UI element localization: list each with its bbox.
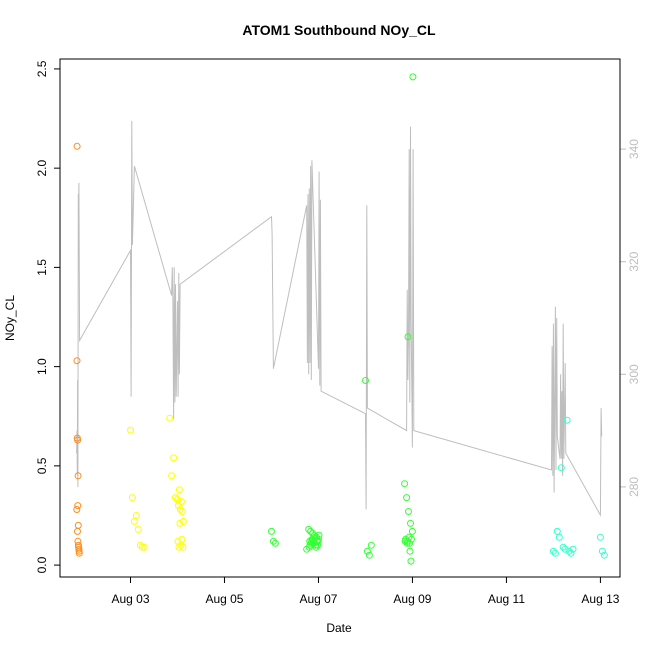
y2-tick-label: 280 <box>627 477 641 497</box>
x-tick-label: Aug 07 <box>299 592 337 606</box>
data-point-s1 <box>175 502 182 510</box>
data-point-s3 <box>569 545 577 553</box>
data-point-s3 <box>557 464 565 472</box>
data-point-s1 <box>172 494 179 502</box>
data-point-s3 <box>555 533 563 541</box>
data-point-s2 <box>401 537 409 545</box>
data-point-s3 <box>559 543 567 551</box>
y2-tick-label: 300 <box>627 364 641 384</box>
data-point-s3 <box>600 551 608 559</box>
secondary-line-layer <box>76 120 603 517</box>
data-point-s2 <box>269 537 277 545</box>
data-point-s2 <box>305 525 313 533</box>
data-point-s0 <box>74 436 82 444</box>
data-point-s0 <box>73 357 81 365</box>
y2-tick-label: 320 <box>627 251 641 271</box>
data-point-s3 <box>563 416 571 424</box>
data-point-s2 <box>406 547 414 555</box>
y-tick-label: 1.5 <box>35 259 49 276</box>
data-point-s1 <box>176 506 184 513</box>
chart-title: ATOM1 Southbound NOy_CL <box>242 22 436 38</box>
data-point-s2 <box>367 541 375 549</box>
data-point-s0 <box>74 472 82 480</box>
data-point-s3 <box>565 547 573 555</box>
data-point-s2 <box>314 541 321 549</box>
data-point-s3 <box>596 533 604 541</box>
x-tick-label: Aug 13 <box>581 592 619 606</box>
data-point-s3 <box>567 549 575 557</box>
data-point-s2 <box>362 377 369 384</box>
x-axis-label: Date <box>326 621 352 635</box>
data-point-s0 <box>73 142 81 150</box>
data-point-s2 <box>271 539 279 547</box>
data-point-s2 <box>403 494 411 502</box>
data-point-s1 <box>166 414 174 422</box>
data-point-s2 <box>314 537 322 545</box>
x-tick-label: Aug 03 <box>111 592 149 606</box>
y-axis-label: NOy_CL <box>3 295 17 341</box>
data-point-s1 <box>128 494 136 502</box>
data-point-s1 <box>179 543 187 551</box>
data-point-s2 <box>407 519 414 527</box>
x-tick-label: Aug 05 <box>205 592 243 606</box>
secondary-line <box>76 120 603 517</box>
data-point-s3 <box>598 547 606 555</box>
y-tick-label: 2.5 <box>35 60 49 77</box>
data-point-s0 <box>74 527 81 535</box>
data-point-s1 <box>130 517 138 525</box>
data-point-s1 <box>140 543 148 551</box>
data-point-s3 <box>561 545 569 553</box>
data-point-s3 <box>551 549 559 557</box>
data-point-s2 <box>404 333 412 341</box>
data-point-s1 <box>138 543 146 551</box>
data-point-s1 <box>170 454 178 462</box>
data-point-s3 <box>549 547 557 555</box>
data-point-s2 <box>365 551 373 559</box>
data-point-s2 <box>268 527 275 535</box>
data-point-s2 <box>307 527 315 535</box>
y2-tick-label: 340 <box>627 139 641 159</box>
data-point-s2 <box>306 541 314 549</box>
y-tick-label: 0.5 <box>35 457 49 474</box>
data-point-s2 <box>401 480 409 488</box>
data-point-s1 <box>175 543 183 551</box>
x-tick-label: Aug 09 <box>393 592 431 606</box>
plot-frame <box>59 58 621 578</box>
data-point-s1 <box>132 512 140 519</box>
y-tick-label: 1.0 <box>35 358 49 375</box>
data-point-s2 <box>405 533 413 541</box>
data-point-s2 <box>408 527 416 535</box>
data-point-s1 <box>177 541 185 549</box>
data-point-s0 <box>74 502 82 510</box>
data-point-s2 <box>403 539 411 547</box>
y-tick-label: 2.0 <box>35 159 49 176</box>
data-point-s0 <box>73 506 81 513</box>
data-point-s3 <box>553 527 561 535</box>
points-layer <box>73 73 608 565</box>
data-point-s2 <box>409 73 417 81</box>
data-point-s1 <box>178 508 186 515</box>
data-point-s1 <box>175 486 183 494</box>
data-point-s1 <box>136 541 144 549</box>
data-point-s2 <box>405 508 412 515</box>
y-tick-label: 0.0 <box>35 556 49 573</box>
data-point-s2 <box>312 543 320 551</box>
data-point-s1 <box>176 519 184 527</box>
data-point-s2 <box>310 539 318 547</box>
data-point-s1 <box>127 426 134 434</box>
data-point-s0 <box>75 547 83 555</box>
data-point-s2 <box>308 535 316 543</box>
axes-layer: 0.0 0.5 1.0 1.5 2.0 2.5 280 300 320 340 Aug 03 Aug … <box>35 60 641 606</box>
data-point-s1 <box>168 472 176 480</box>
x-tick-label: Aug 11 <box>488 592 525 606</box>
data-point-s2 <box>363 547 371 555</box>
data-point-s2 <box>407 557 415 565</box>
data-point-s1 <box>179 517 187 525</box>
data-point-s1 <box>134 525 142 533</box>
